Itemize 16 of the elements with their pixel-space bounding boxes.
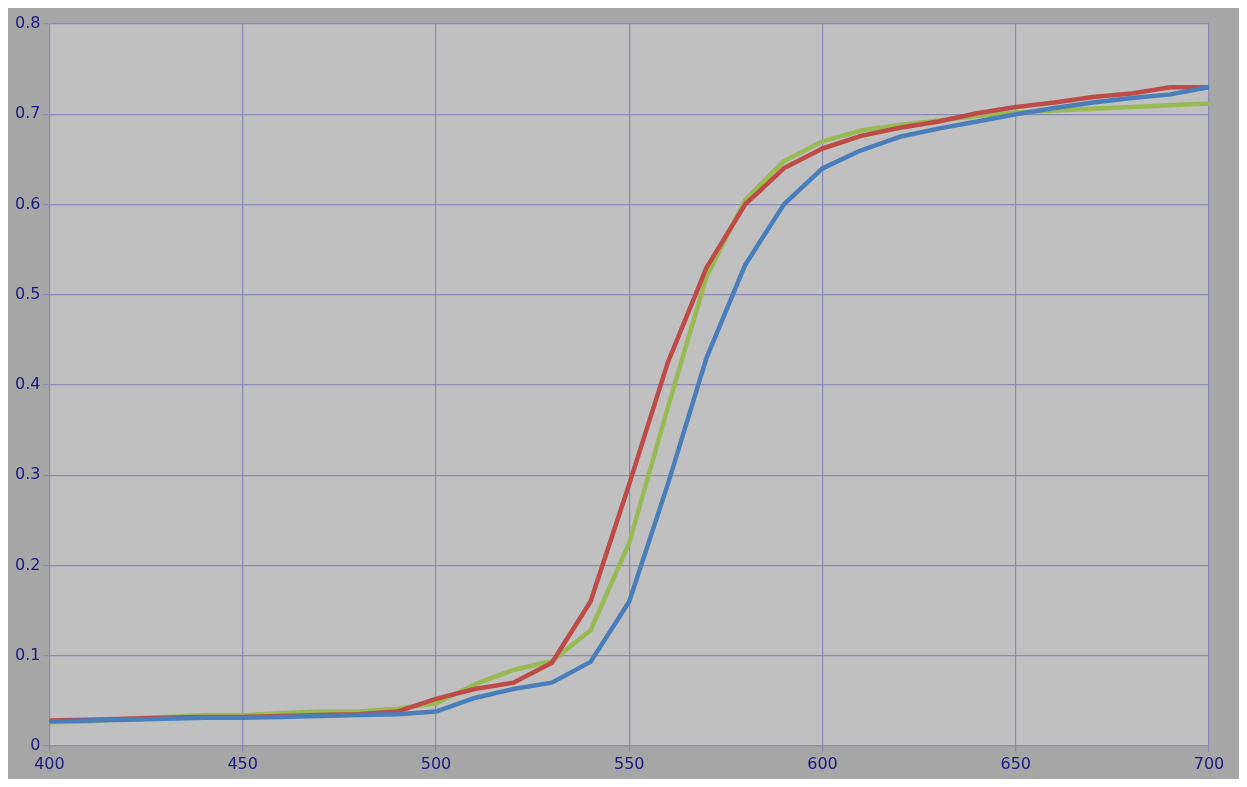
x-tick-label: 600 (807, 753, 838, 773)
x-tick-label: 550 (613, 753, 645, 773)
x-tick-label: 650 (1000, 753, 1032, 773)
y-tick-label: 0.2 (14, 554, 41, 574)
x-tick-label: 450 (227, 753, 258, 773)
y-tick-label: 0.8 (14, 13, 41, 33)
y-tick-label: 0.6 (14, 193, 41, 213)
y-tick-label: 0 (30, 734, 41, 754)
y-tick-label: 0.1 (14, 644, 41, 664)
y-tick-label: 0.4 (14, 374, 41, 394)
y-tick-label: 0.5 (14, 283, 41, 303)
y-tick-label: 0.7 (14, 103, 41, 123)
x-tick-label: 400 (34, 753, 65, 773)
y-tick-label: 0.3 (14, 464, 41, 484)
x-tick-label: 500 (420, 753, 452, 773)
x-tick-label: 700 (1193, 753, 1225, 773)
